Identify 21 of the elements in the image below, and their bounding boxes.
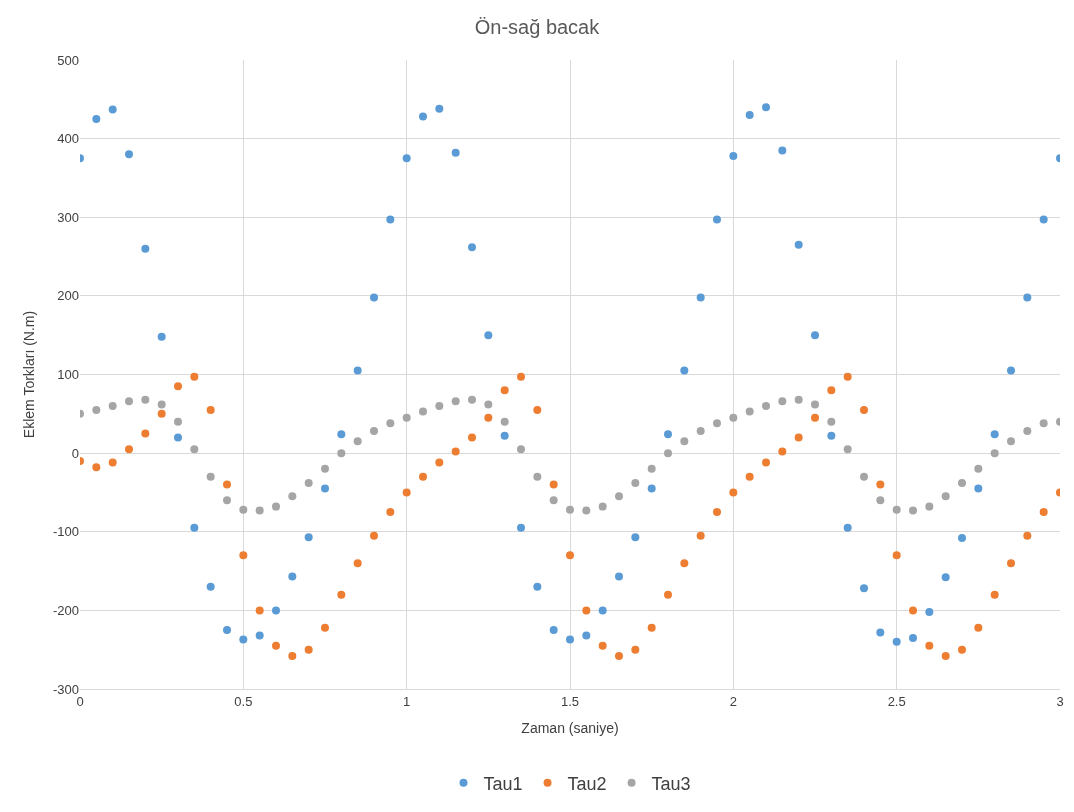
y-tick-label: 0 <box>71 445 79 461</box>
x-tick-label: 1.5 <box>560 693 580 709</box>
x-tick-label: 3 <box>1056 693 1064 709</box>
legend-label: Tau1 <box>483 773 523 794</box>
y-axis-title: Eklem Torkları (N.m) <box>20 310 37 439</box>
legend-label: Tau3 <box>651 773 691 794</box>
y-tick-label: 300 <box>57 209 79 225</box>
y-tick-label: 100 <box>57 367 79 383</box>
y-tick-label: 400 <box>57 131 79 147</box>
x-tick-label: 0.5 <box>234 693 253 709</box>
y-tick-label: -100 <box>52 524 79 540</box>
x-axis-title: Zaman (saniye) <box>521 719 619 736</box>
chart-title: Ön-sağ bacak <box>474 16 601 39</box>
x-tick-label: 2.5 <box>887 693 906 709</box>
y-tick-label: -300 <box>52 681 79 697</box>
x-tick-label: 1 <box>403 693 411 709</box>
x-tick-label: 2 <box>729 693 737 709</box>
y-tick-label: -200 <box>52 602 79 618</box>
y-tick-label: 500 <box>57 52 79 68</box>
legend-label: Tau2 <box>567 773 607 794</box>
y-tick-label: 200 <box>57 288 79 304</box>
